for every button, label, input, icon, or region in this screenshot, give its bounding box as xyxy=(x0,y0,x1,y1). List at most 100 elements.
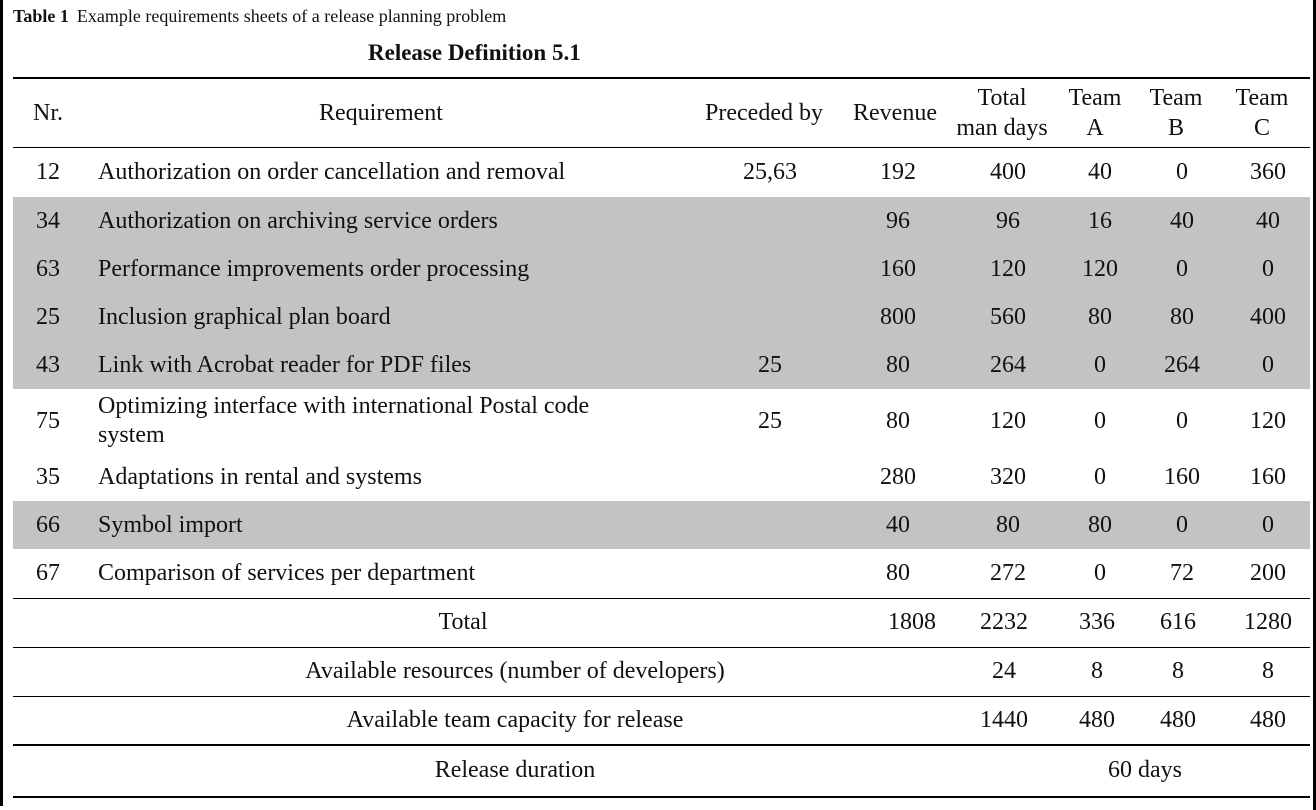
cell-requirement: Performance improvements order processin… xyxy=(98,255,530,282)
total-team-c: 1280 xyxy=(1244,609,1292,635)
cell-team-c: 0 xyxy=(1262,255,1274,282)
duration-rule xyxy=(13,744,1310,746)
table-row xyxy=(13,341,1310,389)
header-team-c-1: Team xyxy=(1235,85,1289,111)
cell-team-a: 120 xyxy=(1082,255,1118,282)
cell-nr: 67 xyxy=(36,560,60,586)
header-team-b-1: Team xyxy=(1149,85,1203,111)
cell-preceded-by: 25 xyxy=(758,407,782,434)
resources-team-a: 8 xyxy=(1091,658,1103,684)
cell-team-a: 0 xyxy=(1094,560,1106,586)
capacity-total: 1440 xyxy=(980,707,1028,733)
cell-preceded-by: 25,63 xyxy=(743,159,797,185)
cell-team-b: 0 xyxy=(1176,407,1188,434)
header-preceded-by: Preceded by xyxy=(705,100,823,126)
capacity-rule xyxy=(13,696,1310,697)
cell-revenue: 80 xyxy=(886,407,910,434)
resources-team-b: 8 xyxy=(1172,658,1184,684)
header-rule xyxy=(13,147,1310,148)
top-rule xyxy=(13,77,1310,79)
cell-team-b: 80 xyxy=(1170,303,1194,330)
cell-team-a: 40 xyxy=(1088,159,1112,185)
cell-team-c: 360 xyxy=(1250,159,1286,185)
cell-nr: 25 xyxy=(36,303,60,330)
duration-label: Release duration xyxy=(434,757,596,783)
cell-team-c: 160 xyxy=(1250,463,1286,490)
caption-label: Table 1 xyxy=(13,6,69,26)
header-team-b-2: B xyxy=(1167,115,1185,141)
table-title: Release Definition 5.1 xyxy=(368,40,581,65)
cell-nr: 75 xyxy=(36,407,60,434)
cell-total-man-days: 320 xyxy=(990,463,1026,490)
header-total-1: Total xyxy=(977,85,1027,111)
cell-team-c: 40 xyxy=(1256,207,1280,234)
resources-rule xyxy=(13,647,1310,648)
cell-requirement: Comparison of services per department xyxy=(98,560,476,586)
cell-team-b: 264 xyxy=(1164,351,1200,378)
cell-total-man-days: 80 xyxy=(996,511,1020,538)
cell-team-a: 0 xyxy=(1094,351,1106,378)
cell-total-man-days: 120 xyxy=(990,255,1026,282)
table-row xyxy=(13,501,1310,549)
cell-revenue: 192 xyxy=(880,159,916,185)
header-total-2: man days xyxy=(956,115,1048,141)
table-row xyxy=(13,293,1310,341)
cell-nr: 63 xyxy=(36,255,60,282)
cell-requirement: Optimizing interface with international … xyxy=(98,392,589,450)
cell-team-b: 72 xyxy=(1170,560,1194,586)
header-team-c-2: C xyxy=(1253,115,1271,141)
cell-revenue: 800 xyxy=(880,303,916,330)
bottom-rule xyxy=(13,796,1310,798)
cell-total-man-days: 264 xyxy=(990,351,1026,378)
capacity-team-c: 480 xyxy=(1250,707,1286,733)
cell-team-c: 200 xyxy=(1250,560,1286,586)
cell-team-a: 80 xyxy=(1088,511,1112,538)
cell-preceded-by: 25 xyxy=(758,351,782,378)
capacity-team-b: 480 xyxy=(1160,707,1196,733)
cell-total-man-days: 400 xyxy=(990,159,1026,185)
resources-team-c: 8 xyxy=(1262,658,1274,684)
right-border xyxy=(1313,0,1316,810)
cell-team-c: 0 xyxy=(1262,511,1274,538)
cell-nr: 66 xyxy=(36,511,60,538)
cell-team-a: 0 xyxy=(1094,463,1106,490)
cell-requirement: Inclusion graphical plan board xyxy=(98,303,391,330)
cell-revenue: 280 xyxy=(880,463,916,490)
cell-revenue: 96 xyxy=(886,207,910,234)
header-team-a-2: A xyxy=(1086,115,1104,141)
cell-requirement: Authorization on archiving service order… xyxy=(98,207,498,234)
cell-team-a: 16 xyxy=(1088,207,1112,234)
cell-requirement: Symbol import xyxy=(98,511,243,538)
cell-team-b: 40 xyxy=(1170,207,1194,234)
cell-total-man-days: 120 xyxy=(990,407,1026,434)
cell-total-man-days: 96 xyxy=(996,207,1020,234)
cell-revenue: 160 xyxy=(880,255,916,282)
capacity-team-a: 480 xyxy=(1079,707,1115,733)
caption-text: Example requirements sheets of a release… xyxy=(76,6,507,26)
table-row xyxy=(13,197,1310,245)
cell-revenue: 40 xyxy=(886,511,910,538)
cell-team-a: 80 xyxy=(1088,303,1112,330)
cell-requirement: Link with Acrobat reader for PDF files xyxy=(98,351,472,378)
cell-team-c: 0 xyxy=(1262,351,1274,378)
cell-team-b: 0 xyxy=(1176,255,1188,282)
resources-label: Available resources (number of developer… xyxy=(305,658,725,684)
cell-revenue: 80 xyxy=(886,351,910,378)
cell-nr: 43 xyxy=(36,351,60,378)
requirement-line-1: Optimizing interface with international … xyxy=(98,393,590,419)
cell-requirement: Authorization on order cancellation and … xyxy=(98,159,566,185)
cell-total-man-days: 560 xyxy=(990,303,1026,330)
header-requirement: Requirement xyxy=(319,100,443,126)
duration-value: 60 days xyxy=(1108,757,1182,783)
cell-team-a: 0 xyxy=(1094,407,1106,434)
table-caption: Table 1 Example requirements sheets of a … xyxy=(13,6,506,27)
total-rule xyxy=(13,598,1310,599)
total-team-b: 616 xyxy=(1160,609,1196,635)
cell-total-man-days: 272 xyxy=(990,560,1026,586)
cell-nr: 34 xyxy=(36,207,60,234)
cell-team-c: 400 xyxy=(1250,303,1286,330)
capacity-label: Available team capacity for release xyxy=(346,707,684,733)
total-man-days: 2232 xyxy=(980,609,1028,635)
header-team-a-1: Team xyxy=(1068,85,1122,111)
header-nr: Nr. xyxy=(33,100,63,126)
